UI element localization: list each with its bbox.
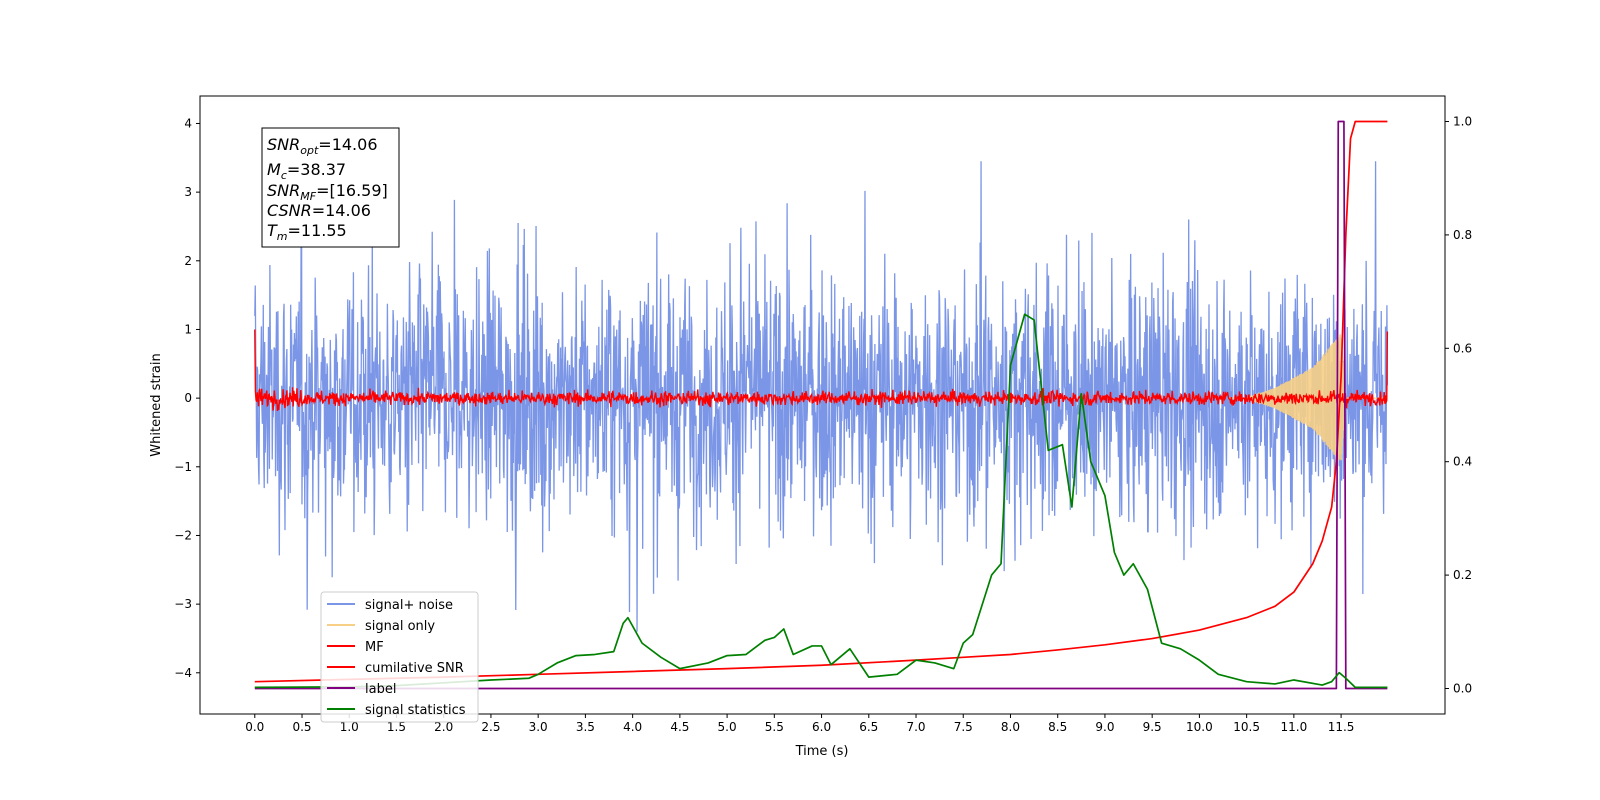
x-tick-label: 8.0	[1001, 720, 1020, 734]
y-axis-ticks: 4 3 2 1 0 −1 −2 −3 −4	[174, 116, 200, 680]
x-tick-label: 1.5	[387, 720, 406, 734]
series-label-line	[254, 120, 1388, 690]
plot-frame	[199, 95, 1446, 715]
x-tick-label: 3.5	[576, 720, 595, 734]
y-tick-label: −2	[174, 528, 192, 542]
x-tick-label: 8.5	[1048, 720, 1067, 734]
annotation-line-tm: Tm=11.55	[267, 221, 347, 243]
y-tick-label: 0	[184, 391, 192, 405]
x-tick-label: 5.5	[765, 720, 784, 734]
legend-label-signal-noise: signal+ noise	[365, 598, 453, 613]
y-tick-label: −4	[174, 666, 192, 680]
right-y-tick-label: 0.2	[1453, 568, 1472, 582]
x-tick-label: 9.0	[1095, 720, 1114, 734]
right-y-tick-label: 0.6	[1453, 341, 1472, 355]
x-tick-label: 0.5	[292, 720, 311, 734]
right-axis-ticks: 1.0 0.8 0.6 0.4 0.2 0.0	[1445, 115, 1472, 695]
x-tick-label: 2.0	[434, 720, 453, 734]
x-tick-label: 6.0	[812, 720, 831, 734]
legend: signal+ noise signal only MF cumilative …	[320, 591, 479, 723]
x-tick-label: 4.5	[670, 720, 689, 734]
annotation-box: SNRopt=14.06 Mc=38.37 SNRMF=[16.59] CSNR…	[261, 127, 400, 248]
legend-label-label: label	[365, 682, 396, 697]
legend-label-signal-statistics: signal statistics	[365, 703, 466, 718]
series-signal-noise-line	[254, 161, 1389, 632]
x-tick-label: 3.0	[529, 720, 548, 734]
legend-label-signal-only: signal only	[365, 619, 435, 634]
x-tick-label: 7.5	[954, 720, 973, 734]
x-tick-label: 5.0	[718, 720, 737, 734]
annotation-line-mc: Mc=38.37	[267, 160, 346, 182]
annotation-line-snr-opt: SNRopt=14.06	[267, 135, 378, 157]
legend-label-cumulative-snr: cumilative SNR	[365, 661, 464, 676]
y-tick-label: 4	[184, 116, 192, 130]
series-mf-line	[254, 329, 1389, 412]
x-tick-label: 6.5	[859, 720, 878, 734]
x-tick-label: 10.5	[1233, 720, 1260, 734]
y-tick-label: 2	[184, 254, 192, 268]
y-tick-label: −1	[174, 460, 192, 474]
x-axis-label: Time (s)	[795, 744, 849, 759]
legend-label-mf: MF	[365, 640, 384, 655]
x-tick-label: 2.5	[481, 720, 500, 734]
plot-data-layer	[254, 120, 1389, 690]
x-tick-label: 9.5	[1143, 720, 1162, 734]
y-tick-label: −3	[174, 597, 192, 611]
x-tick-label: 4.0	[623, 720, 642, 734]
series-cumulative-snr-line	[254, 120, 1388, 683]
x-tick-label: 10.0	[1186, 720, 1213, 734]
series-signal-statistics-line	[254, 313, 1388, 689]
x-axis-ticks: 0.0 0.5 1.0 1.5 2.0 2.5 3.0 3.5 4.0 4.5 5.0 5.5 6.0 6…	[245, 714, 1354, 734]
x-tick-label: 1.0	[340, 720, 359, 734]
right-y-tick-label: 1.0	[1453, 115, 1472, 129]
x-tick-label: 7.0	[906, 720, 925, 734]
y-axis-label: Whitened strain	[149, 353, 164, 456]
y-tick-label: 1	[184, 322, 192, 336]
x-tick-label: 11.0	[1281, 720, 1308, 734]
x-tick-label: 11.5	[1328, 720, 1355, 734]
legend-frame	[320, 591, 479, 723]
annotation-line-snr-mf: SNRMF=[16.59]	[267, 181, 388, 203]
right-y-tick-label: 0.4	[1453, 455, 1472, 469]
x-tick-label: 0.0	[245, 720, 264, 734]
annotation-line-csnr: CSNR=14.06	[267, 201, 371, 220]
right-y-tick-label: 0.8	[1453, 228, 1472, 242]
right-y-tick-label: 0.0	[1453, 681, 1472, 695]
y-tick-label: 3	[184, 185, 192, 199]
